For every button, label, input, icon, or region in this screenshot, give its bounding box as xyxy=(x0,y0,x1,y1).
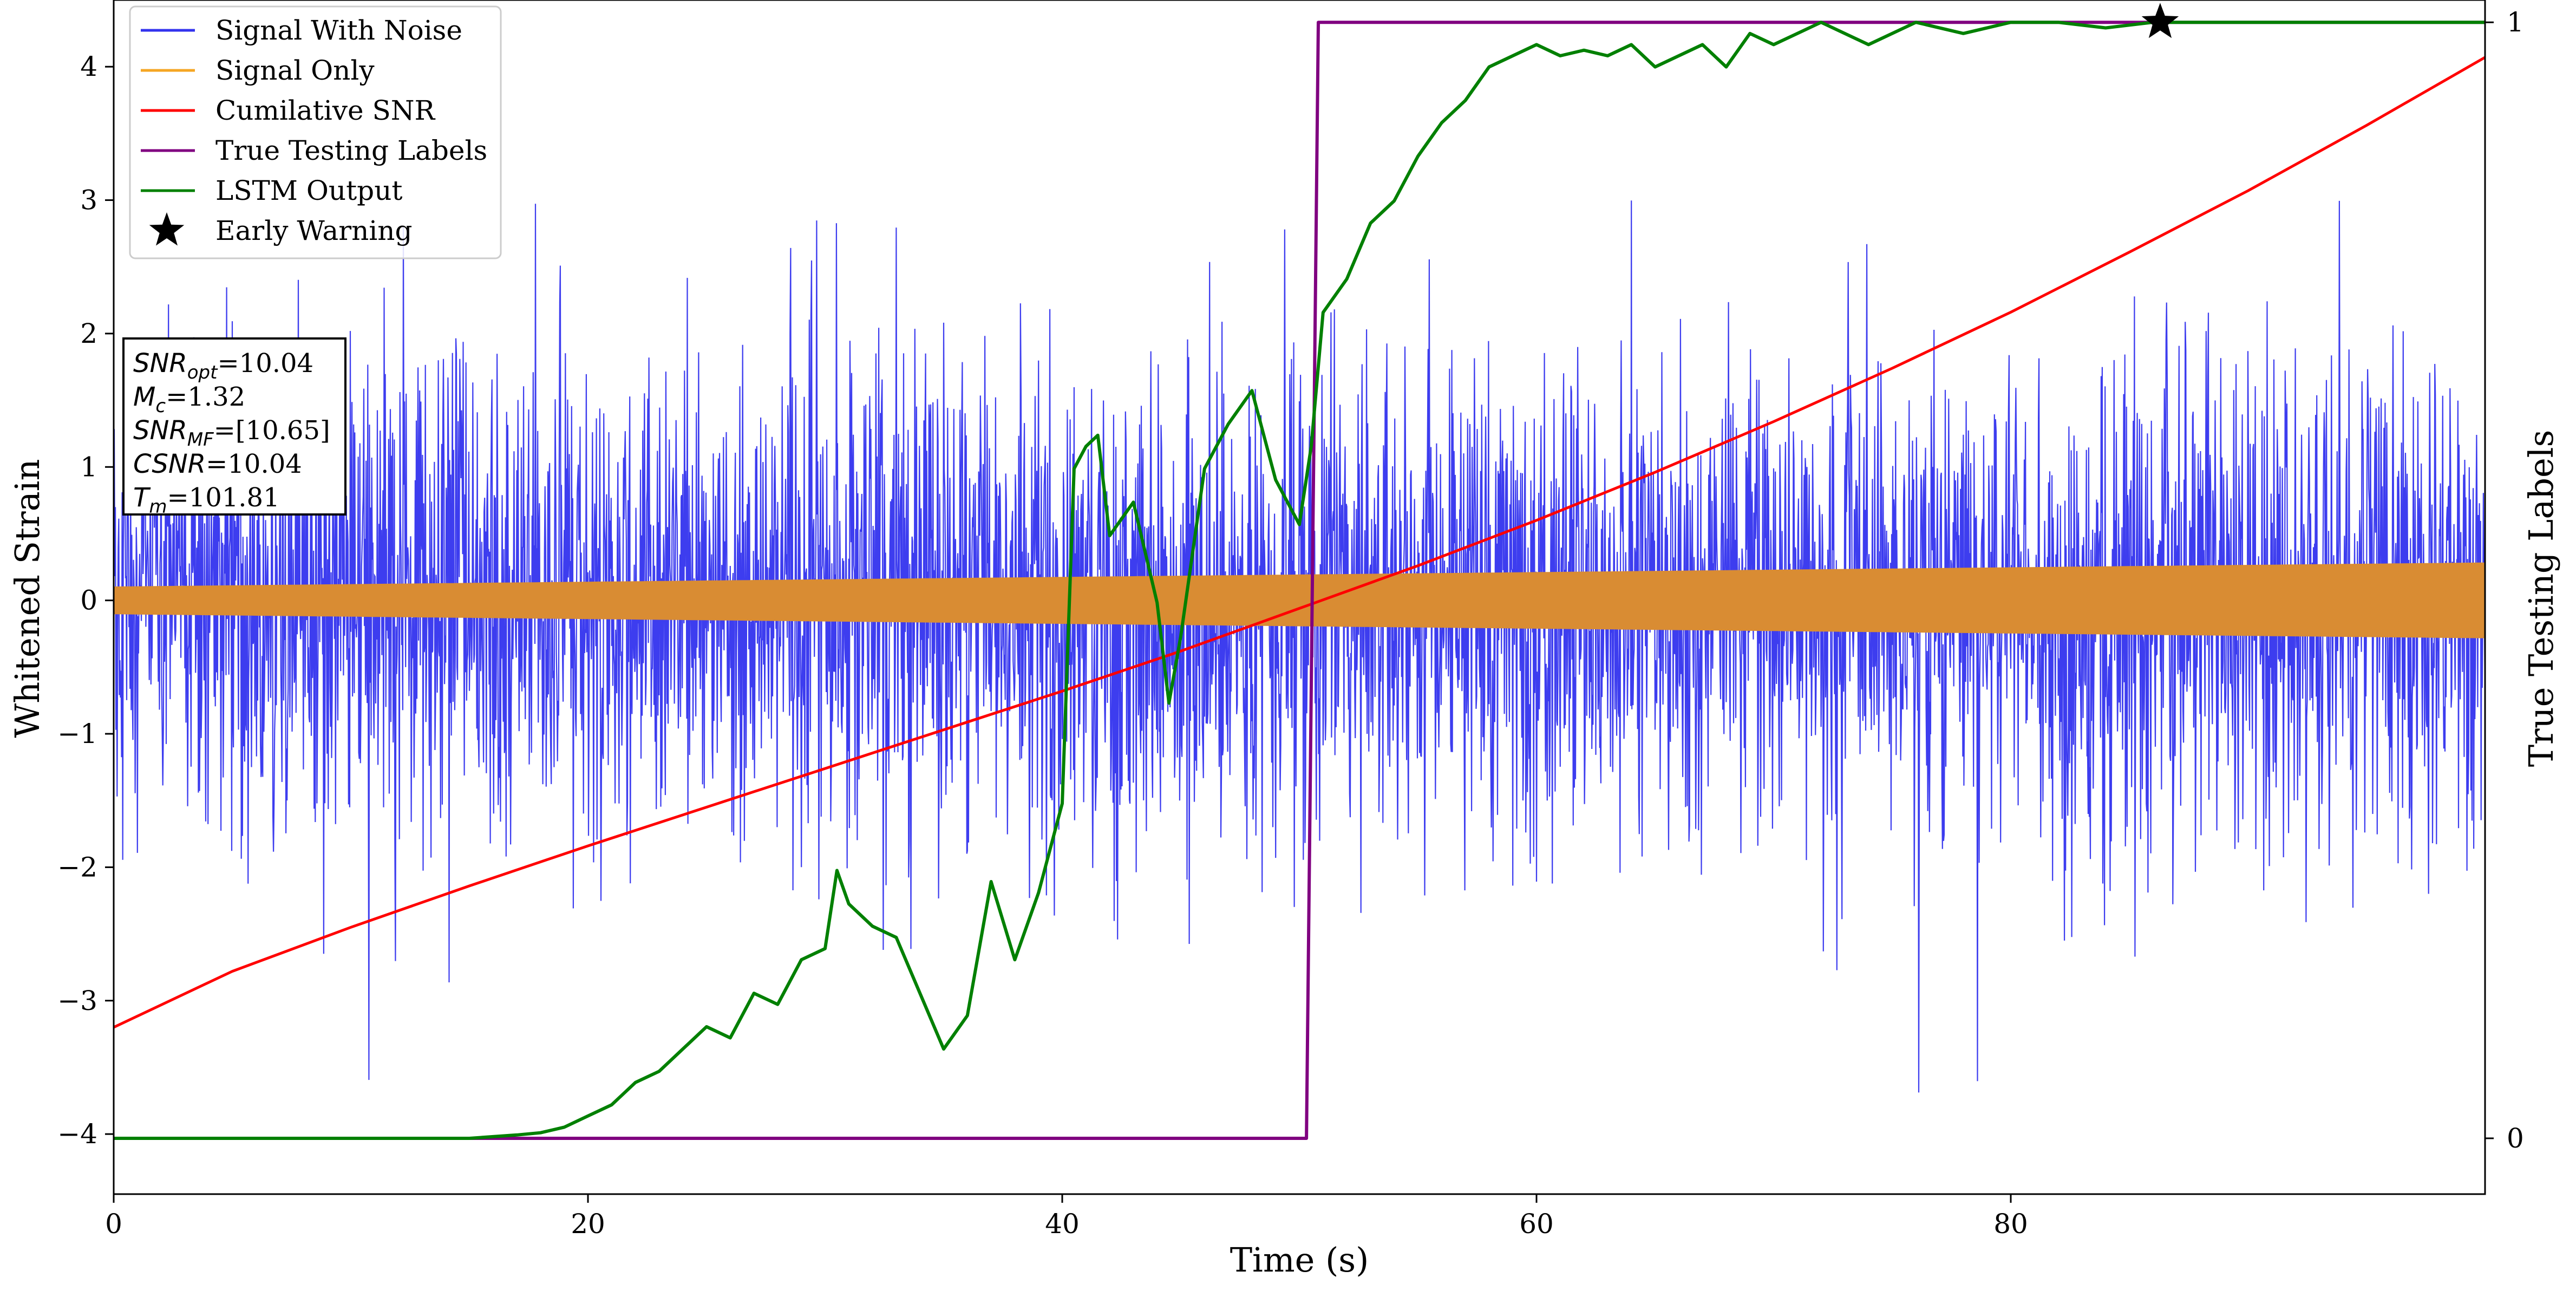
noise-layer xyxy=(114,200,2485,1093)
info-line: SNRMF=[10.65] xyxy=(133,415,330,451)
y-tick-label: −2 xyxy=(57,851,97,883)
lstm-output-line xyxy=(114,21,2485,1140)
plot-frame xyxy=(113,0,2486,1195)
y-tick-label: 0 xyxy=(80,585,97,616)
info-line: Tm=101.81 xyxy=(133,483,280,518)
legend-label: True Testing Labels xyxy=(215,135,487,166)
x-tick-label: 20 xyxy=(571,1208,605,1240)
x-tick-label: 80 xyxy=(1993,1208,2028,1240)
legend-label: Signal With Noise xyxy=(215,15,462,46)
legend-label: Signal Only xyxy=(215,55,375,86)
signal-only-band xyxy=(114,562,2485,638)
info-line: CSNR=10.04 xyxy=(133,449,302,479)
info-box-frame xyxy=(122,337,346,516)
signal-layer xyxy=(114,562,2485,638)
y-tick-label: −1 xyxy=(57,718,97,749)
cumilative-snr-line xyxy=(114,56,2485,1029)
y-tick-label: −4 xyxy=(57,1118,97,1150)
legend-label: LSTM Output xyxy=(215,175,402,206)
x-axis-label: Time (s) xyxy=(1230,1240,1369,1280)
legend-box xyxy=(129,5,502,259)
info-line: Mc=1.32 xyxy=(133,382,245,417)
y-tick-label: 3 xyxy=(80,185,97,216)
info-box: SNRopt=10.04Mc=1.32SNRMF=[10.65]CSNR=10.… xyxy=(122,337,346,518)
legend: Signal With Noise Signal Only Cumilative S… xyxy=(129,5,502,259)
early-warning-marker xyxy=(2141,3,2179,38)
y-axis-label: Whitened Strain xyxy=(8,459,47,738)
y-tick-label: 1 xyxy=(80,451,97,483)
x-tick-label: 60 xyxy=(1519,1208,1554,1240)
info-line: SNRopt=10.04 xyxy=(133,348,313,383)
signal-with-noise-line xyxy=(114,200,2485,1093)
marker-layer xyxy=(2141,3,2179,38)
y-tick-label: 4 xyxy=(80,51,97,82)
y2-tick-label: 0 xyxy=(2507,1123,2524,1154)
lines-layer xyxy=(114,21,2485,1140)
y2-tick-label: 1 xyxy=(2507,6,2524,38)
legend-star-icon xyxy=(149,212,185,246)
y2-axis-label: True Testing Labels xyxy=(2521,430,2561,767)
y-tick-label: −3 xyxy=(57,985,97,1016)
x-tick-label: 40 xyxy=(1045,1208,1080,1240)
x-tick-label: 0 xyxy=(105,1208,122,1240)
legend-label: Early Warning xyxy=(215,215,413,246)
legend-label: Cumilative SNR xyxy=(215,95,435,126)
y-tick-label: 2 xyxy=(80,318,97,349)
true-testing-labels-line xyxy=(114,21,2485,1140)
